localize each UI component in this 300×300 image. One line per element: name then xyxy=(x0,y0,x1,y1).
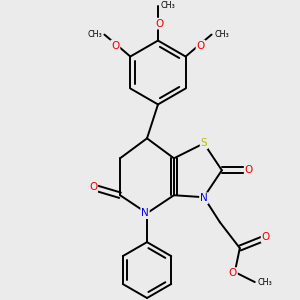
Text: O: O xyxy=(245,165,253,175)
Text: N: N xyxy=(141,208,149,218)
Text: S: S xyxy=(201,138,207,148)
Text: O: O xyxy=(196,40,205,51)
Text: CH₃: CH₃ xyxy=(257,278,272,286)
Text: O: O xyxy=(262,232,270,242)
Text: CH₃: CH₃ xyxy=(214,30,229,39)
Text: CH₃: CH₃ xyxy=(160,1,175,10)
Text: O: O xyxy=(156,19,164,28)
Text: N: N xyxy=(200,193,208,203)
Text: O: O xyxy=(111,40,119,51)
Text: CH₃: CH₃ xyxy=(87,30,102,39)
Text: O: O xyxy=(89,182,97,192)
Text: O: O xyxy=(229,268,237,278)
